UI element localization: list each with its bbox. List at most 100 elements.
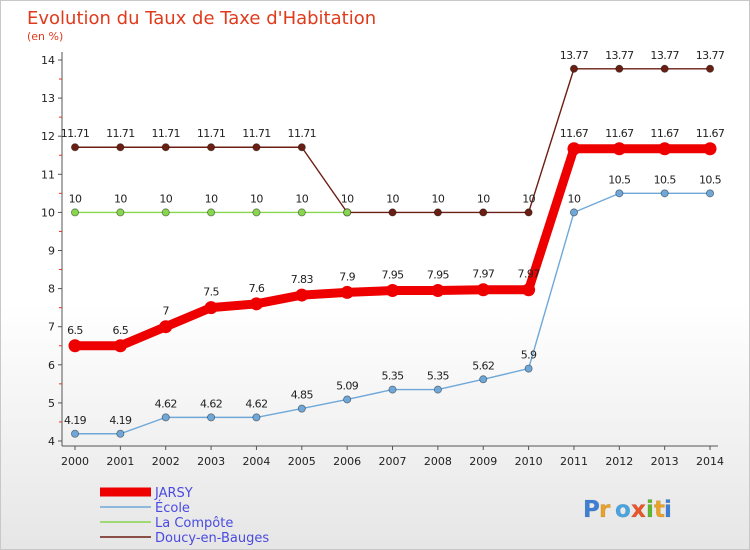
data-point <box>343 208 352 217</box>
data-label: 7 <box>163 305 170 318</box>
data-point <box>569 208 578 217</box>
data-point <box>524 364 533 373</box>
data-point <box>706 189 715 198</box>
data-label: 11.67 <box>650 127 679 140</box>
data-label: 10.5 <box>654 173 677 186</box>
data-point <box>71 208 80 217</box>
chart-title: Evolution du Taux de Taxe d'Habitation <box>27 8 376 29</box>
data-point <box>343 395 352 404</box>
data-point <box>660 189 669 198</box>
data-label: 4.62 <box>155 397 177 410</box>
data-label: 7.95 <box>381 269 404 282</box>
data-point <box>161 143 170 152</box>
y-tick-label: 9 <box>48 245 55 258</box>
data-point <box>159 320 173 334</box>
data-label: 5.09 <box>336 379 359 392</box>
x-tick-label: 2009 <box>469 455 497 468</box>
x-tick-label: 2012 <box>605 455 633 468</box>
data-label: 13.77 <box>696 49 725 62</box>
legend-label: JARSY <box>154 486 193 501</box>
data-point <box>297 143 306 152</box>
data-label: 11.67 <box>696 127 725 140</box>
data-label: 5.9 <box>521 349 537 362</box>
x-tick-label: 2007 <box>379 455 407 468</box>
data-point <box>249 297 263 311</box>
series-line-doucy-en-bauges <box>74 68 711 214</box>
data-label: 10 <box>341 192 354 205</box>
data-point <box>388 385 397 394</box>
data-label: 5.35 <box>381 370 404 383</box>
y-tick-label: 7 <box>48 321 55 334</box>
legend-label: Doucy-en-Bauges <box>155 531 269 546</box>
y-tick-label: 10 <box>41 206 55 219</box>
data-label: 4.62 <box>200 397 222 410</box>
data-label: 11.71 <box>197 127 226 140</box>
data-point <box>433 208 442 217</box>
data-point <box>658 142 672 156</box>
data-label: 7.95 <box>427 269 450 282</box>
y-tick-label: 12 <box>41 130 55 143</box>
data-label: 10 <box>159 192 172 205</box>
data-point <box>68 339 82 353</box>
data-label: 10 <box>386 192 399 205</box>
data-labels: 11.71 11.71 11.71 11.71 11.71 11.71 10 10 10 10 10… <box>61 49 726 427</box>
data-label: 7.5 <box>203 286 219 299</box>
x-tick-label: 2004 <box>242 455 270 468</box>
x-tick-label: 2005 <box>288 455 316 468</box>
data-point <box>479 208 488 217</box>
data-point <box>204 301 218 315</box>
data-point <box>567 142 581 156</box>
x-tick-label: 2006 <box>333 455 361 468</box>
data-point <box>476 283 490 297</box>
x-tick-label: 2002 <box>152 455 180 468</box>
data-label: 5.62 <box>472 359 494 372</box>
data-point <box>703 142 717 156</box>
data-label: 10 <box>114 192 127 205</box>
x-tick-label: 2013 <box>651 455 679 468</box>
data-label: 10 <box>431 192 444 205</box>
data-label: 10 <box>69 192 82 205</box>
data-point <box>113 339 127 353</box>
data-label: 13.77 <box>560 49 589 62</box>
y-tick-label: 13 <box>41 92 55 105</box>
data-label: 13.77 <box>605 49 634 62</box>
y-tick-label: 14 <box>41 54 55 67</box>
data-point <box>161 208 170 217</box>
data-point <box>615 64 624 73</box>
data-point <box>71 143 80 152</box>
data-point <box>207 143 216 152</box>
data-point <box>207 413 216 422</box>
x-tick-label: 2003 <box>197 455 225 468</box>
data-label: 11.67 <box>605 127 634 140</box>
data-point <box>431 284 445 298</box>
data-label: 11.71 <box>242 127 271 140</box>
x-tick-label: 2011 <box>560 455 588 468</box>
x-tick-label: 2000 <box>61 455 89 468</box>
data-label: 7.97 <box>518 268 541 281</box>
x-tick-label: 2008 <box>424 455 452 468</box>
data-point <box>706 64 715 73</box>
logo-letter: x <box>631 497 646 523</box>
data-point <box>297 208 306 217</box>
x-tick-label: 2010 <box>515 455 543 468</box>
data-point <box>612 142 626 156</box>
data-label: 11.71 <box>288 127 317 140</box>
data-label: 10 <box>295 192 308 205</box>
y-tick-label: 6 <box>48 359 55 372</box>
data-point <box>615 189 624 198</box>
y-tick-label: 4 <box>48 435 55 448</box>
series-layer <box>68 64 717 438</box>
data-label: 7.9 <box>339 270 355 283</box>
data-label: 4.62 <box>245 397 267 410</box>
data-point <box>116 143 125 152</box>
legend-label: École <box>155 500 190 516</box>
data-point <box>252 143 261 152</box>
data-label: 7.6 <box>249 282 265 295</box>
logo-letter: r <box>599 497 611 523</box>
data-point <box>116 208 125 217</box>
data-label: 4.19 <box>64 414 87 427</box>
data-label: 11.71 <box>151 127 180 140</box>
data-label: 5.35 <box>427 370 450 383</box>
data-point <box>252 413 261 422</box>
